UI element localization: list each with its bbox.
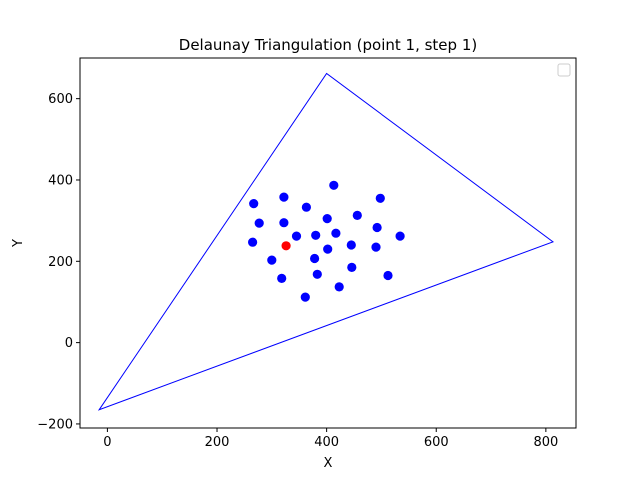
data-point	[248, 237, 258, 247]
axis-ticks: 0 200 400 600 800 −200 0 200 400 600	[37, 92, 558, 450]
data-point	[279, 192, 289, 202]
y-tick-label: 200	[48, 255, 73, 270]
data-point	[279, 218, 289, 228]
super-triangle	[97, 72, 555, 411]
data-point	[322, 214, 332, 224]
chart-title: Delaunay Triangulation (point 1, step 1)	[179, 36, 477, 54]
data-point	[375, 193, 385, 203]
x-tick-label: 400	[314, 435, 339, 450]
data-point	[372, 222, 382, 233]
data-point	[395, 231, 405, 241]
data-point	[267, 255, 277, 265]
plot-area	[97, 72, 555, 411]
data-point	[383, 270, 393, 281]
data-point	[371, 242, 381, 252]
data-point	[323, 244, 333, 254]
data-point	[311, 230, 321, 240]
data-point	[301, 202, 311, 212]
data-point	[352, 210, 362, 220]
x-tick-label: 600	[424, 435, 449, 450]
x-tick-label: 800	[533, 435, 558, 450]
data-point	[329, 180, 339, 190]
y-tick-label: 600	[48, 92, 73, 107]
axes-frame	[79, 57, 577, 429]
data-point	[310, 253, 320, 264]
data-point	[347, 262, 357, 272]
x-tick-label: 200	[205, 435, 230, 450]
legend	[557, 63, 571, 77]
y-tick-label: 0	[65, 336, 73, 351]
current-point	[281, 241, 291, 251]
data-point	[312, 269, 322, 279]
legend-box	[557, 63, 571, 77]
data-point	[331, 228, 341, 238]
data-point	[249, 199, 259, 209]
data-point	[346, 240, 356, 250]
y-axis-label: Y	[11, 239, 26, 248]
data-point	[334, 282, 344, 292]
data-point	[291, 231, 302, 241]
data-point	[300, 292, 310, 302]
data-point	[254, 218, 264, 228]
x-axis-label: X	[324, 456, 333, 471]
y-tick-label: −200	[37, 417, 73, 432]
y-tick-label: 400	[48, 173, 73, 188]
data-point	[277, 273, 287, 283]
x-tick-label: 0	[103, 435, 111, 450]
